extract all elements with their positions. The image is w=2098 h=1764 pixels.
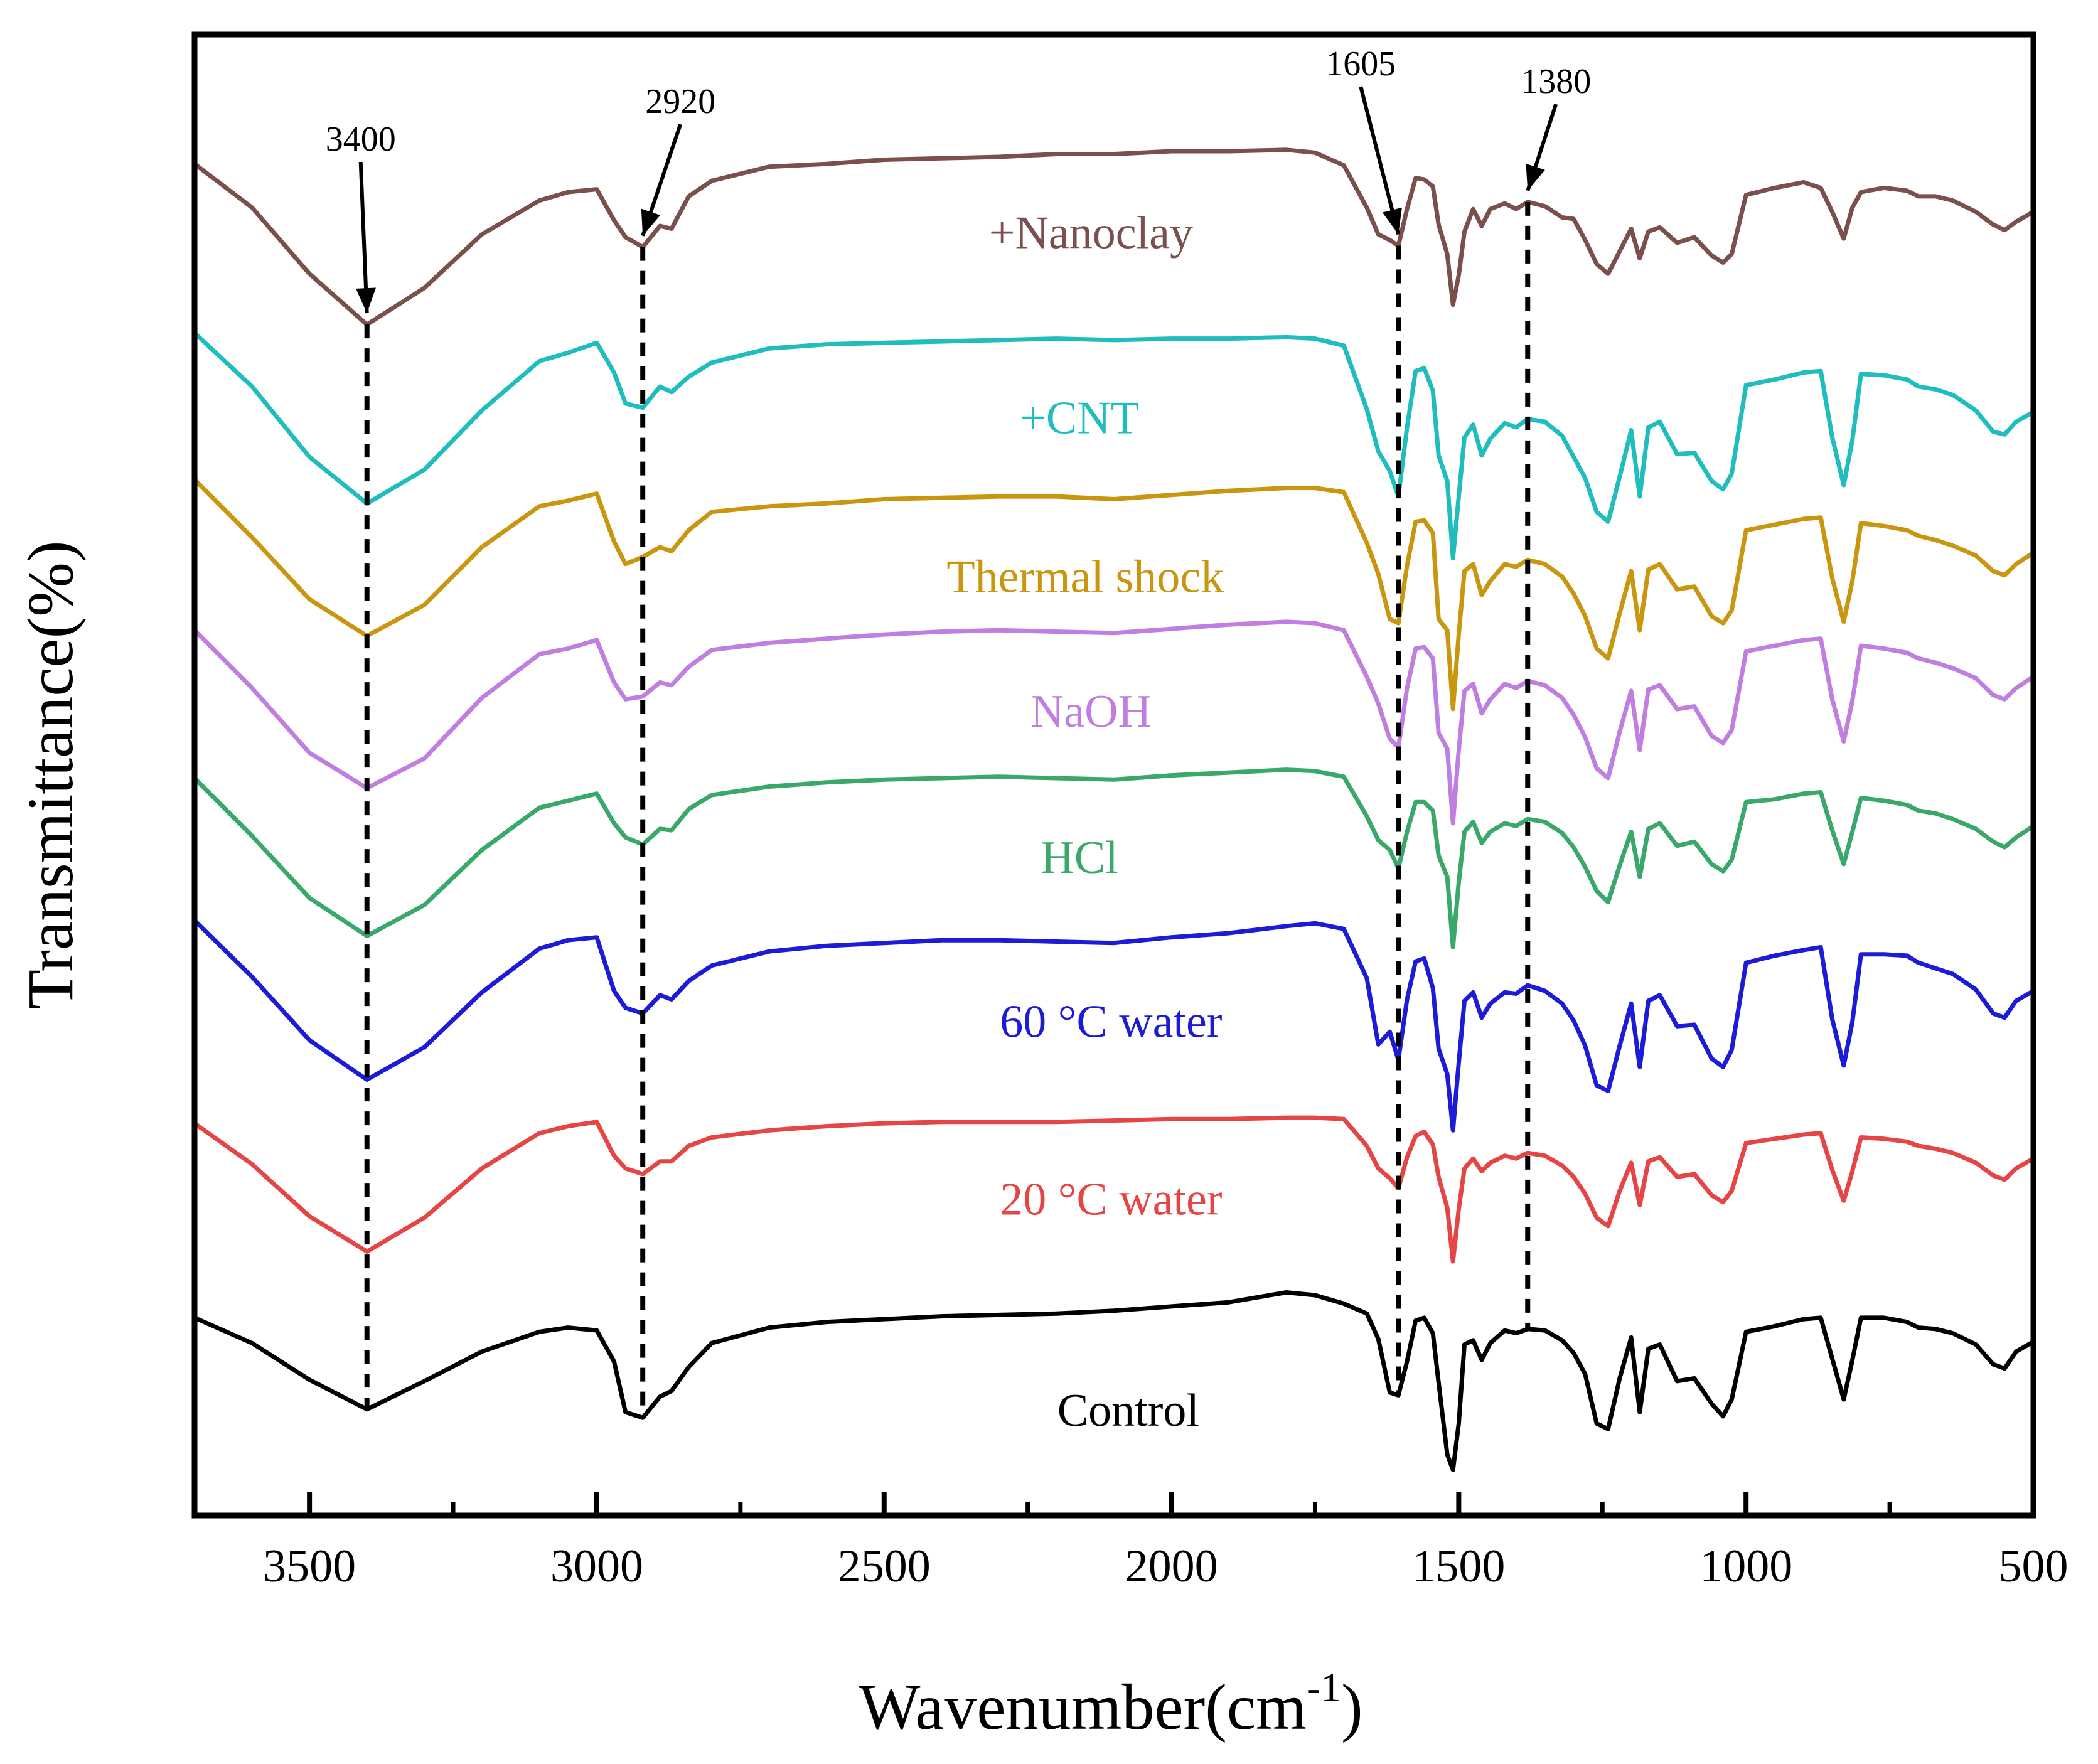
peak-label-1380: 1380: [1521, 62, 1591, 101]
series-line-cnt: [192, 331, 2036, 561]
series-line-60-c-water: [192, 918, 2036, 1133]
series-label-thermal-shock: Thermal shock: [946, 551, 1224, 602]
series-label-layer: +Nanoclay +CNT Thermal shock NaOH HCl 60 °C w…: [946, 208, 1224, 1436]
series-label-cnt: +CNT: [1020, 393, 1139, 444]
x-tick-label-3000: 3000: [550, 1541, 643, 1592]
peak-arrow-shaft-1605: [1359, 86, 1401, 235]
x-tick-label-2500: 2500: [838, 1541, 931, 1592]
series-label-60-c-water: 60 °C water: [1000, 997, 1222, 1048]
series-line-thermal-shock: [192, 477, 2036, 712]
series-label-nanoclay: +Nanoclay: [989, 208, 1193, 259]
x-axis-ticks: 3500 3000 2500 2000 1500 1000 500: [263, 1492, 2069, 1592]
peak-label-1605: 1605: [1325, 45, 1396, 83]
x-axis-title: Wavenumber(cm-1): [859, 1665, 1362, 1743]
peak-label-2920: 2920: [645, 82, 715, 121]
x-tick-label-3500: 3500: [263, 1541, 356, 1592]
x-tick-label-500: 500: [1999, 1541, 2069, 1592]
series-label-naoh: NaOH: [1030, 686, 1152, 737]
peak-guide-layer: [364, 201, 1531, 1418]
x-tick-label-2000: 2000: [1125, 1541, 1218, 1592]
series-line-control: [192, 1290, 2036, 1472]
plot-frame: [191, 31, 2036, 1519]
series-layer: [192, 147, 2036, 1472]
series-label-20-c-water: 20 °C water: [1000, 1174, 1222, 1226]
peak-arrow-head-1380: [1526, 163, 1545, 191]
peak-arrow-head-3400: [356, 287, 377, 314]
x-tick-label-1000: 1000: [1699, 1541, 1792, 1592]
series-label-control: Control: [1057, 1385, 1199, 1436]
series-label-hcl: HCl: [1041, 832, 1118, 884]
x-tick-label-1500: 1500: [1412, 1541, 1505, 1592]
y-axis-title: Transmittance(%): [14, 540, 87, 1009]
peak-arrow-shaft-3400: [358, 161, 369, 314]
peak-label-3400: 3400: [326, 120, 396, 159]
series-line-hcl: [192, 767, 2036, 949]
peak-arrow-head-1605: [1382, 207, 1402, 235]
series-line-naoh: [192, 619, 2036, 826]
series-line-nanoclay: [192, 147, 2036, 327]
series-line-20-c-water: [192, 1115, 2036, 1264]
peak-arrow-head-2920: [641, 208, 661, 236]
annotation-layer: 3400 2920 1605 1380: [326, 45, 1591, 314]
